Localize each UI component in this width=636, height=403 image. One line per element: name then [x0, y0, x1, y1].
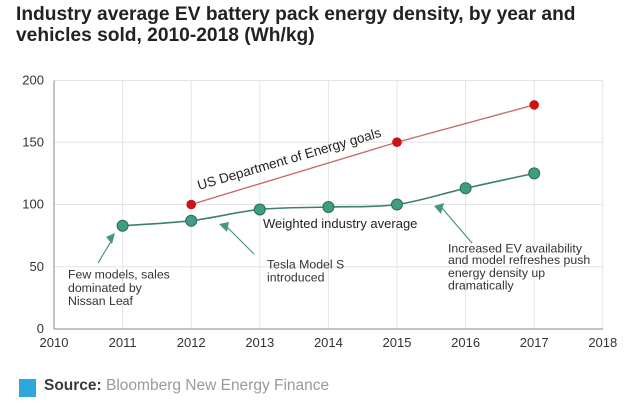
svg-text:Weighted industry average: Weighted industry average — [263, 216, 417, 231]
svg-text:2015: 2015 — [383, 335, 412, 350]
svg-text:2010: 2010 — [40, 335, 69, 350]
svg-text:2014: 2014 — [314, 335, 343, 350]
svg-text:Nissan Leaf: Nissan Leaf — [68, 294, 134, 308]
svg-text:2013: 2013 — [245, 335, 274, 350]
svg-text:100: 100 — [22, 197, 44, 212]
svg-text:2017: 2017 — [520, 335, 549, 350]
svg-text:2016: 2016 — [451, 335, 480, 350]
svg-text:200: 200 — [22, 73, 44, 88]
svg-text:Few models, sales: Few models, sales — [68, 268, 170, 282]
svg-text:0: 0 — [37, 321, 44, 336]
svg-text:US Department of Energy goals: US Department of Energy goals — [196, 125, 383, 193]
svg-text:2018: 2018 — [588, 335, 617, 350]
svg-text:50: 50 — [30, 259, 44, 274]
svg-text:2012: 2012 — [177, 335, 206, 350]
svg-text:dominated by: dominated by — [68, 281, 143, 295]
svg-text:Tesla Model S: Tesla Model S — [267, 257, 344, 271]
svg-text:2011: 2011 — [109, 335, 137, 350]
svg-text:150: 150 — [22, 134, 44, 149]
svg-text:introduced: introduced — [267, 271, 325, 285]
svg-text:dramatically: dramatically — [448, 279, 514, 293]
